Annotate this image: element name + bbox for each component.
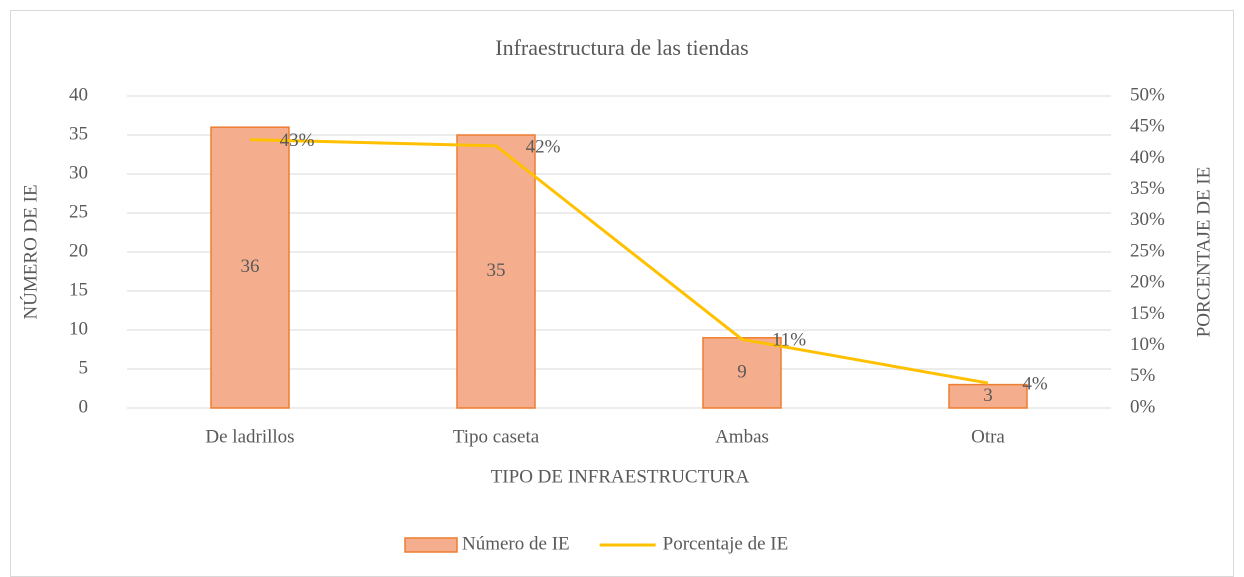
y2-tick-label: 25% [1130,240,1165,261]
y-tick-label: 40 [69,84,88,105]
chart-border [10,10,1234,577]
y-tick-label: 5 [79,357,89,378]
y-axis-title: NÚMERO DE IE [19,184,41,319]
y-tick-label: 30 [69,162,88,183]
legend-label: Número de IE [462,533,570,554]
data-label: 11% [772,330,806,351]
bar [948,383,1028,409]
y-tick-label: 15 [69,279,88,300]
y2-tick-label: 40% [1130,147,1165,168]
data-label: 36 [241,256,260,277]
x-tick-label: De ladrillos [205,426,294,447]
data-label: 35 [487,260,506,281]
y2-tick-label: 15% [1130,303,1165,324]
y2-tick-label: 35% [1130,178,1165,199]
y2-axis-title: PORCENTAJE DE IE [1193,167,1214,338]
data-label: 4% [1022,373,1048,394]
bar [456,134,536,409]
y-tick-label: 0 [79,396,89,417]
y2-tick-label: 0% [1130,396,1156,417]
line [249,138,989,385]
y-tick-label: 10 [69,318,88,339]
legend-swatch [404,537,458,553]
x-tick-label: Tipo caseta [453,426,540,447]
y2-tick-label: 30% [1130,209,1165,230]
y2-tick-label: 10% [1130,334,1165,355]
y-tick-label: 35 [69,123,88,144]
x-axis-title: TIPO DE INFRAESTRUCTURA [491,466,750,487]
bar [210,126,290,409]
data-label: 42% [526,136,561,157]
y-tick-label: 25 [69,201,88,222]
x-tick-label: Ambas [715,426,769,447]
data-label: 9 [737,361,747,382]
y2-tick-label: 5% [1130,365,1156,386]
chart-title: Infraestructura de las tiendas [495,35,749,60]
y2-tick-label: 20% [1130,272,1165,293]
data-label: 3 [983,385,993,406]
data-label: 43% [280,130,315,151]
y-tick-label: 20 [69,240,88,261]
legend-label: Porcentaje de IE [663,533,789,554]
y2-tick-label: 45% [1130,116,1165,137]
y2-tick-label: 50% [1130,84,1165,105]
x-tick-label: Otra [971,426,1005,447]
